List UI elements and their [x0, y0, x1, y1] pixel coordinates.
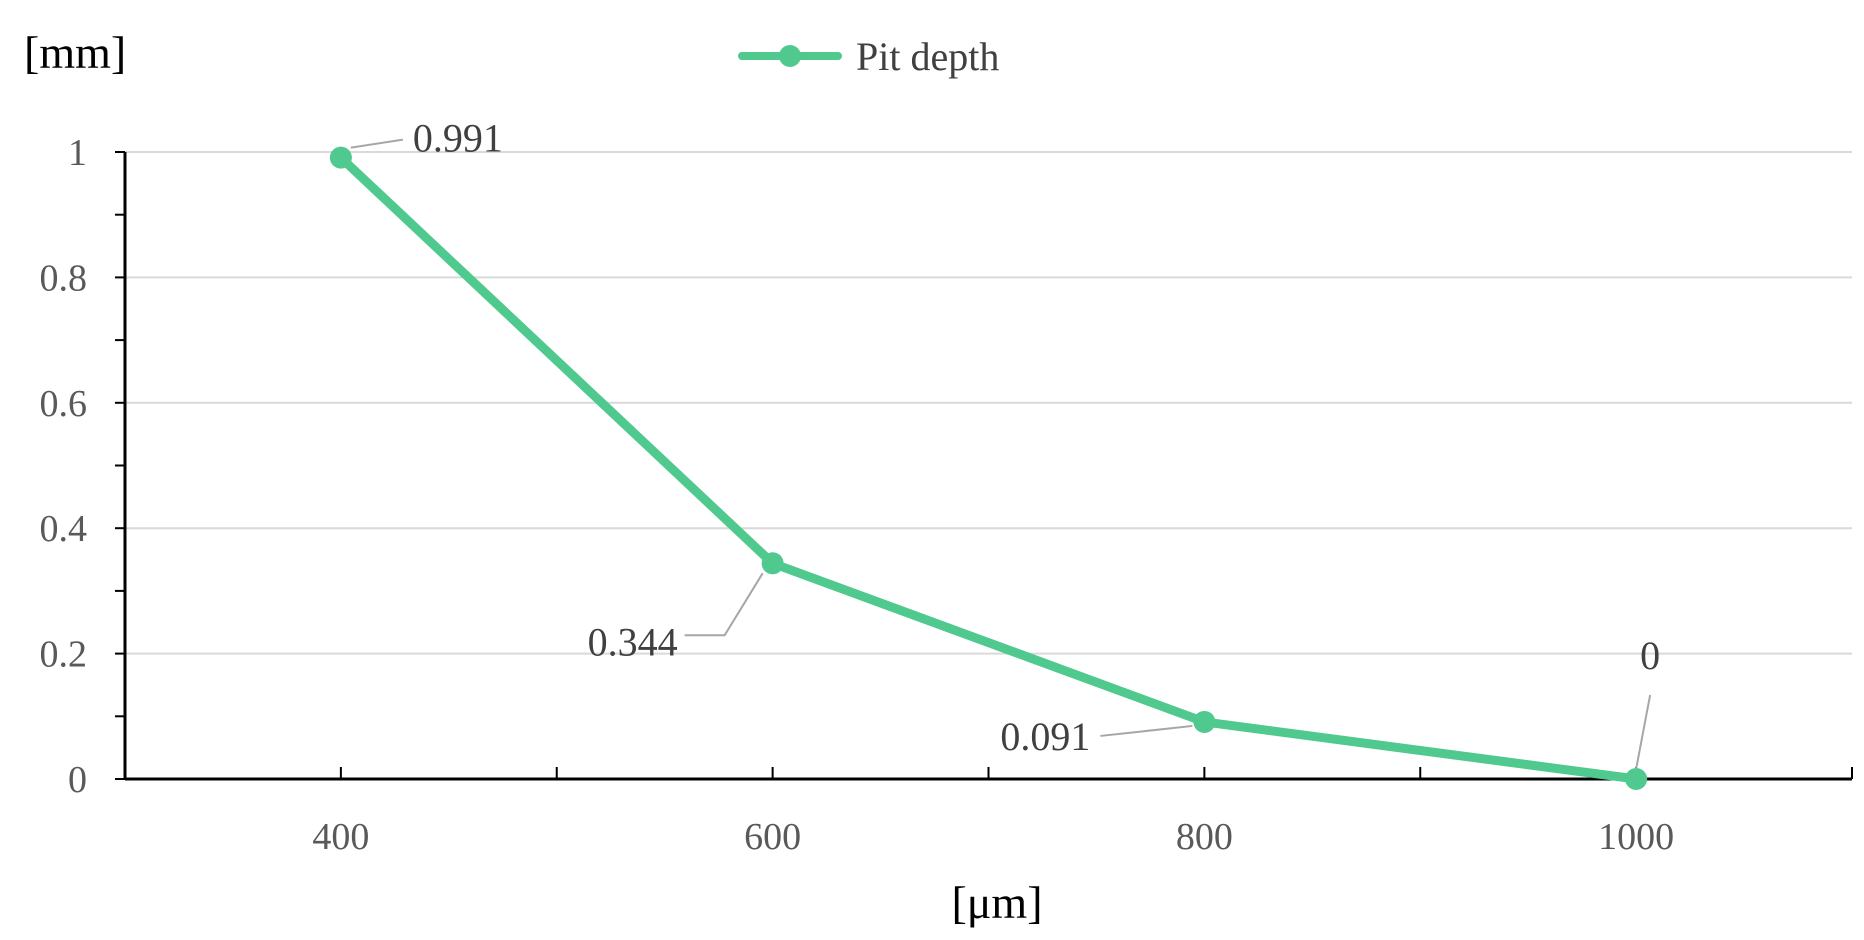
x-tick-label-1: 600	[744, 816, 801, 858]
legend-label-pit-depth: Pit depth	[856, 34, 999, 79]
x-axis-ticks: 400 600 800 1000	[124, 767, 1853, 858]
leader-line-400	[350, 138, 404, 149]
data-point-1000[interactable]	[1625, 768, 1648, 790]
y-tick-label-3: 0.6	[40, 383, 88, 425]
x-tick-label-3: 1000	[1598, 816, 1674, 858]
y-axis-ticks: 0 0.2 0.4 0.6 0.8 1	[40, 132, 125, 801]
legend[interactable]: Pit depth	[738, 34, 999, 79]
x-axis-label: [μm]	[951, 877, 1042, 928]
data-labels: 0.991 0.344 0.091 0	[350, 116, 1660, 770]
y-tick-label-1: 0.2	[40, 634, 88, 676]
data-point-800[interactable]	[1193, 710, 1216, 733]
x-tick-label-2: 800	[1176, 816, 1233, 858]
data-label-400: 0.991	[413, 116, 503, 161]
leader-line-800	[1100, 724, 1193, 737]
data-label-800: 0.091	[1000, 714, 1090, 759]
data-point-600[interactable]	[761, 552, 784, 575]
x-tick-label-0: 400	[312, 816, 369, 858]
leader-line-600	[684, 572, 764, 637]
data-label-600: 0.344	[588, 619, 678, 664]
y-tick-label-4: 0.8	[40, 257, 88, 299]
leader-line-1000	[1635, 694, 1652, 770]
gridlines	[125, 151, 1852, 655]
axes	[123, 152, 1852, 781]
series-pit-depth	[329, 146, 1648, 790]
legend-marker-swatch	[779, 45, 801, 67]
y-tick-label-5: 1	[68, 132, 87, 174]
data-point-400[interactable]	[329, 146, 352, 169]
y-tick-label-0: 0	[68, 759, 87, 801]
series-line-pit-depth	[336, 153, 1641, 784]
data-label-1000: 0	[1640, 633, 1660, 678]
y-axis-label: [mm]	[24, 27, 126, 78]
y-tick-label-2: 0.4	[40, 508, 88, 550]
